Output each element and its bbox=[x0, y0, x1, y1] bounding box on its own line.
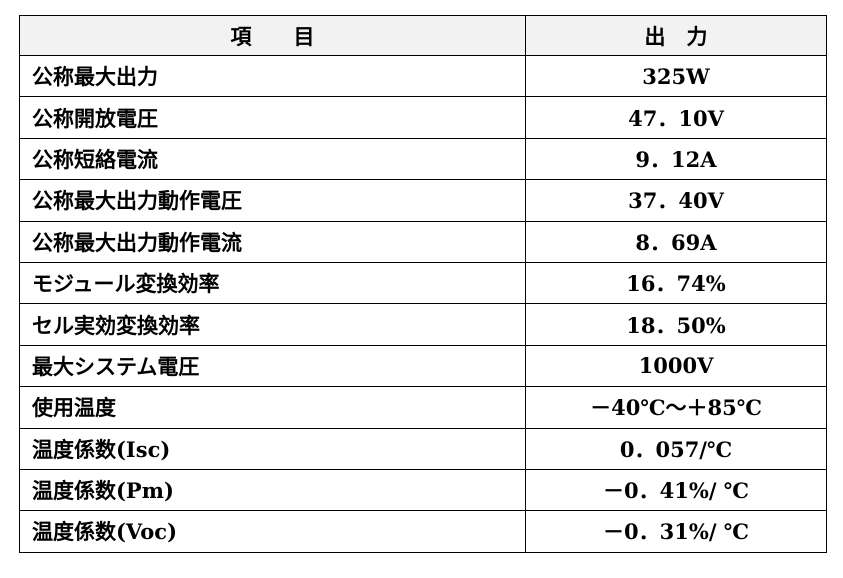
row-value: 325W bbox=[525, 54, 827, 98]
row-value: 8．69A bbox=[525, 220, 827, 263]
header-item: 項 目 bbox=[19, 15, 526, 56]
row-value: 0．057/℃ bbox=[525, 427, 827, 470]
row-value: 47．10V bbox=[525, 96, 827, 139]
spec-table-header: 項 目 出 力 bbox=[19, 15, 827, 56]
row-value: －0．31%/ ℃ bbox=[525, 510, 827, 553]
spec-table-body: 公称最大出力 325W 公称開放電圧 47．10V 公称短絡電流 9．12A 公… bbox=[19, 54, 827, 553]
row-label: 公称短絡電流 bbox=[19, 137, 526, 181]
table-row: セル実効変換効率 18．50% bbox=[19, 303, 827, 346]
row-label: モジュール変換効率 bbox=[19, 261, 526, 305]
header-row: 項 目 出 力 bbox=[19, 15, 827, 56]
table-row: 公称最大出力 325W bbox=[19, 54, 827, 98]
table-row: 温度係数(Voc) －0．31%/ ℃ bbox=[19, 510, 827, 553]
row-label: セル実効変換効率 bbox=[19, 303, 526, 346]
header-output: 出 力 bbox=[525, 15, 827, 56]
spec-table: 項 目 出 力 公称最大出力 325W 公称開放電圧 47．10V 公称短絡電流… bbox=[19, 15, 827, 553]
row-label: 温度係数(Isc) bbox=[19, 427, 526, 470]
row-label: 公称最大出力動作電流 bbox=[19, 220, 526, 263]
row-label: 公称開放電圧 bbox=[19, 96, 526, 139]
row-value: －0．41%/ ℃ bbox=[525, 468, 827, 512]
table-row: 最大システム電圧 1000V bbox=[19, 344, 827, 388]
row-value: 9．12A bbox=[525, 137, 827, 181]
table-row: 使用温度 －40℃～＋85℃ bbox=[19, 386, 827, 429]
row-label: 公称最大出力動作電圧 bbox=[19, 179, 526, 222]
table-row: 温度係数(Isc) 0．057/℃ bbox=[19, 427, 827, 470]
table-row: 公称最大出力動作電流 8．69A bbox=[19, 220, 827, 263]
row-value: 18．50% bbox=[525, 303, 827, 346]
table-row: 温度係数(Pm) －0．41%/ ℃ bbox=[19, 468, 827, 512]
table-row: 公称最大出力動作電圧 37．40V bbox=[19, 179, 827, 222]
row-value: 1000V bbox=[525, 344, 827, 388]
row-value: 37．40V bbox=[525, 179, 827, 222]
row-label: 公称最大出力 bbox=[19, 54, 526, 98]
row-value: －40℃～＋85℃ bbox=[525, 386, 827, 429]
table-row: 公称開放電圧 47．10V bbox=[19, 96, 827, 139]
table-row: 公称短絡電流 9．12A bbox=[19, 137, 827, 181]
row-value: 16．74% bbox=[525, 261, 827, 305]
row-label: 最大システム電圧 bbox=[19, 344, 526, 388]
row-label: 温度係数(Pm) bbox=[19, 468, 526, 512]
row-label: 使用温度 bbox=[19, 386, 526, 429]
row-label: 温度係数(Voc) bbox=[19, 510, 526, 553]
table-row: モジュール変換効率 16．74% bbox=[19, 261, 827, 305]
